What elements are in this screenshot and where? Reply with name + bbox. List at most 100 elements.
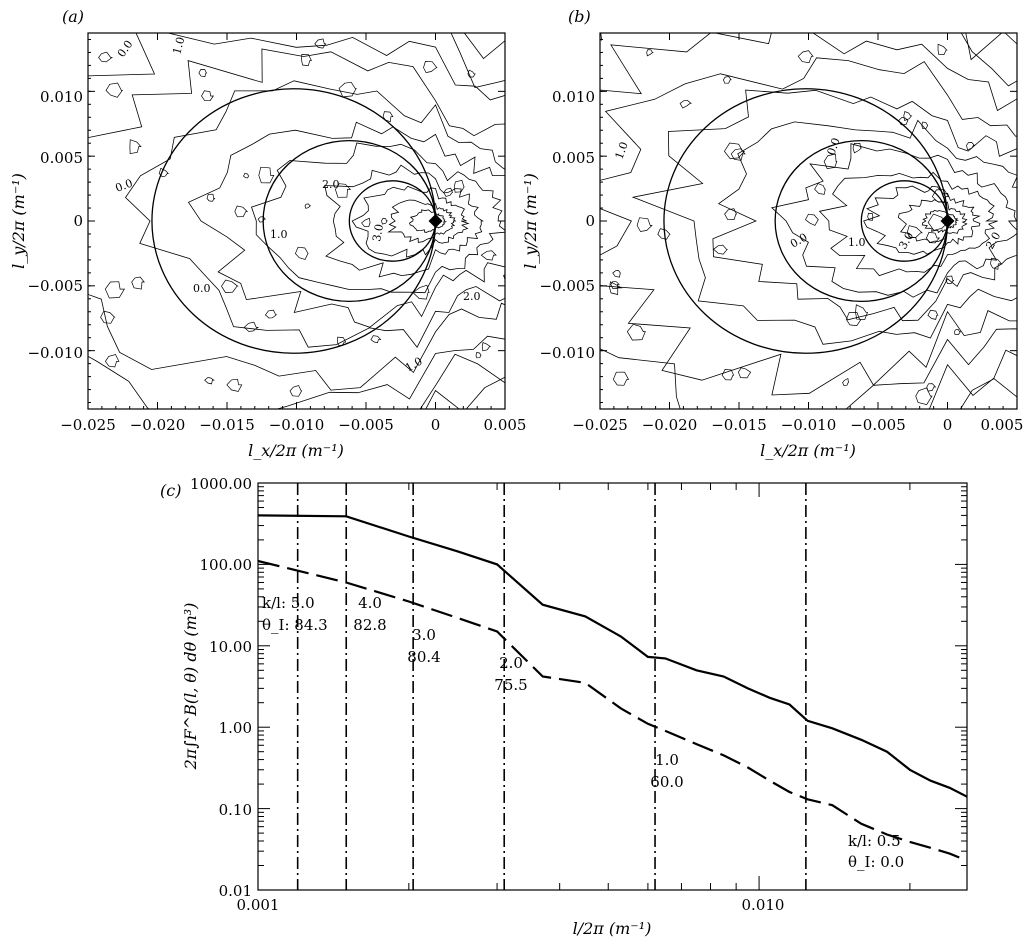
- contour-blob: [814, 183, 826, 195]
- panel-b-xtick: 0.005: [981, 416, 1024, 434]
- contour-label: 0.0: [115, 38, 136, 60]
- contour-blob: [129, 139, 142, 155]
- contour-blob: [842, 377, 849, 386]
- pb-contour-group: [600, 33, 1017, 409]
- panel-c-ylabel: 2π∫F^B(l, θ) dθ (m³): [181, 603, 200, 771]
- panel-a-ytick: −0.010: [27, 344, 83, 362]
- panel-c-vlines: [296, 483, 807, 890]
- panel-a-xtick: −0.020: [130, 416, 186, 434]
- panel-b-xtick: 0: [943, 416, 953, 434]
- contour-blob: [198, 69, 208, 77]
- contour-label: 2.0: [463, 290, 481, 303]
- annotation-theta: 75.5: [494, 676, 527, 694]
- contour-blob: [954, 328, 962, 335]
- contour-line: [425, 33, 505, 409]
- panel-label-b: (b): [568, 7, 591, 26]
- contour-blob: [723, 76, 732, 84]
- contour-label: 2.0: [322, 178, 340, 191]
- contour-label: 1.0: [270, 228, 288, 241]
- annotation-theta: θ_I: 84.3: [262, 616, 328, 634]
- contour-blob: [481, 342, 492, 352]
- panel-a-ytick: 0.010: [40, 88, 83, 106]
- panel-c-ytick: 10.00: [209, 638, 252, 656]
- panel-b-xlabel: l_x/2π (m⁻¹): [760, 441, 856, 460]
- pa-contour-group: [0, 0, 772, 579]
- panel-a-circles: [151, 88, 443, 354]
- panel-c-ytick: 1.00: [219, 719, 252, 737]
- panel-c-xlabel: l/2π (m⁻¹): [573, 919, 652, 938]
- contour-blob: [626, 323, 646, 341]
- contour-blob: [845, 312, 862, 326]
- contour-blob: [412, 284, 430, 300]
- contour-line: [863, 185, 981, 255]
- contour-line: [0, 0, 772, 579]
- contour-blob: [915, 387, 933, 406]
- contour-blob: [243, 172, 250, 179]
- contour-blob: [721, 369, 735, 381]
- contour-blob: [443, 187, 454, 197]
- panel-b-xtick-labels: −0.025 −0.020 −0.015 −0.010 −0.005 0 0.0…: [572, 416, 1023, 434]
- panel-c: 1000.00 100.00 10.00 1.00 0.10 0.01 0.00…: [181, 475, 968, 938]
- annotation-kl: k/l: 5.0: [262, 594, 315, 612]
- panel-b-ytick: −0.010: [539, 344, 595, 362]
- contour-label: 1.0: [848, 236, 866, 249]
- contour-blob: [636, 217, 653, 232]
- contour-blob: [738, 367, 752, 379]
- contour-blob: [206, 193, 216, 202]
- panel-a-contour-labels: 0.0 1.0 2.0 0.0 1.0 3.0 0.0 2.0 1.0: [114, 36, 481, 375]
- panel-a-xtick-labels: −0.025 −0.020 −0.015 −0.010 −0.005 0 0.0…: [60, 416, 526, 434]
- k-circle: [151, 88, 437, 354]
- panel-c-ticks: [257, 482, 967, 891]
- contour-blob: [158, 167, 170, 177]
- contour-blob: [823, 153, 838, 169]
- contour-blob: [724, 208, 738, 220]
- contour-line: [921, 209, 960, 234]
- panel-c-xtick: 0.001: [237, 896, 280, 914]
- panel-b-ytick-labels: 0.010 0.005 0 −0.005 −0.010: [539, 88, 595, 362]
- panel-b: −0.025 −0.020 −0.015 −0.010 −0.005 0 0.0…: [521, 32, 1023, 460]
- contour-label: 1.0: [170, 36, 187, 56]
- panel-c-series: [257, 514, 968, 862]
- panel-a-ytick: −0.005: [27, 277, 83, 295]
- contour-label: 2.0: [983, 230, 1003, 252]
- panel-label-c: (c): [160, 481, 181, 500]
- contour-blob: [98, 51, 114, 63]
- contour-blob: [338, 81, 357, 98]
- contour-blob: [257, 216, 266, 223]
- k-circle: [663, 88, 949, 354]
- panel-c-xtick-labels: 0.001 0.010: [237, 896, 785, 914]
- contour-label: 1.0: [613, 140, 631, 161]
- contour-label: 0.0: [193, 282, 211, 295]
- contour-blob: [100, 310, 116, 324]
- contour-blob: [201, 90, 214, 102]
- contour-line: [770, 143, 1017, 298]
- contour-blob: [612, 371, 630, 386]
- contour-blob: [925, 231, 941, 244]
- panel-c-xtick: 0.010: [742, 896, 785, 914]
- contour-line: [351, 185, 470, 258]
- origin-marker: [428, 214, 443, 228]
- contour-blob: [898, 117, 909, 126]
- panel-b-ylabel: l_y/2π (m⁻¹): [521, 173, 540, 269]
- panel-a-xtick: −0.025: [60, 416, 116, 434]
- annotation-theta: 82.8: [353, 616, 386, 634]
- origin-marker: [940, 214, 955, 228]
- contour-blob: [475, 351, 482, 359]
- annotation-theta: θ_I: 0.0: [848, 853, 904, 871]
- contour-blob: [921, 121, 929, 129]
- contour-blob: [289, 385, 303, 397]
- panel-b-ticks: [599, 33, 1018, 409]
- contour-blob: [361, 217, 371, 228]
- contour-blob: [609, 281, 623, 295]
- annotation-theta: 80.4: [407, 648, 440, 666]
- contour-line: [600, 57, 1017, 396]
- contour-line: [187, 121, 505, 328]
- panel-a-xtick: −0.015: [199, 416, 255, 434]
- contour-line: [409, 209, 448, 233]
- panel-a-ytick-labels: 0.010 0.005 0 −0.005 −0.010: [27, 88, 83, 362]
- contour-label: 0.0: [114, 177, 135, 195]
- panel-b-xtick: −0.025: [572, 416, 628, 434]
- contour-blob: [467, 69, 476, 78]
- panel-b-ytick: 0.010: [552, 88, 595, 106]
